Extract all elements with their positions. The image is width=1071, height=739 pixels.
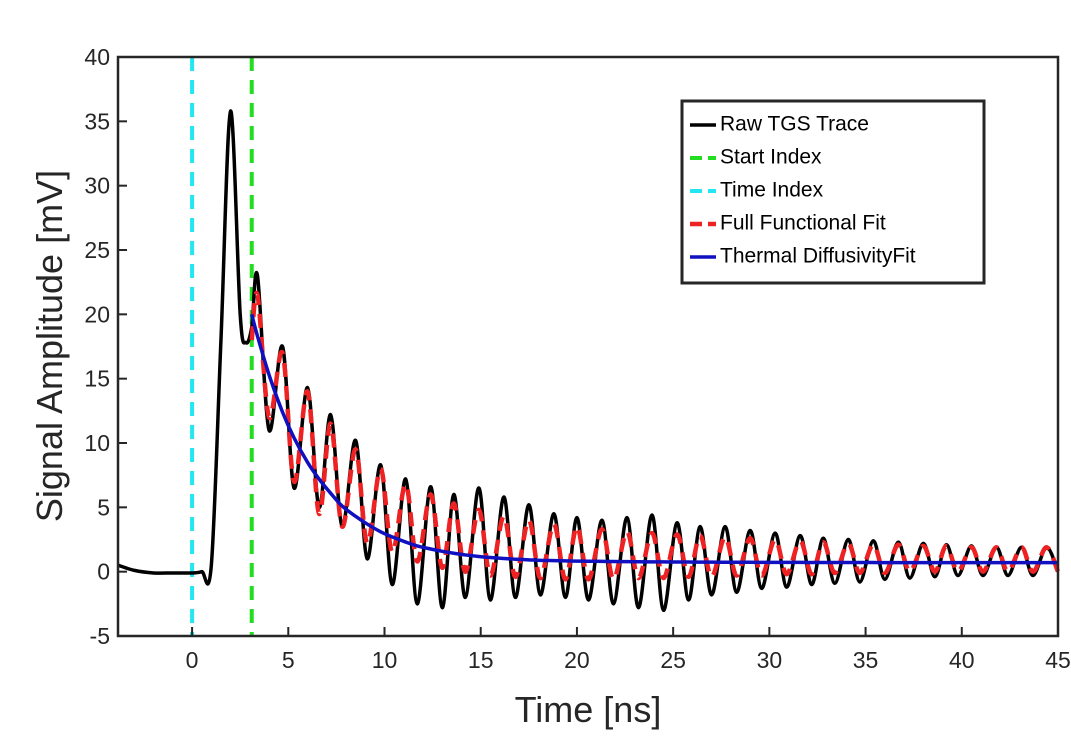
legend-box <box>680 99 986 285</box>
y-tick-label: 0 <box>97 559 110 585</box>
legend-label: Time Index <box>720 179 824 202</box>
y-axis-label: Signal Amplitude [mV] <box>29 170 70 522</box>
x-tick-label: 25 <box>660 647 686 673</box>
y-tick-label: 5 <box>97 494 110 520</box>
x-axis-label: Time [ns] <box>515 689 662 730</box>
series-line <box>250 313 1058 565</box>
y-tick-label: 10 <box>84 430 110 456</box>
x-tick-label: 15 <box>468 647 494 673</box>
x-tick-label: 45 <box>1045 647 1071 673</box>
x-tick-label: 35 <box>853 647 879 673</box>
x-tick-label: 10 <box>372 647 398 673</box>
y-tick-label: -5 <box>90 623 110 649</box>
legend-label: Start Index <box>720 146 822 169</box>
y-tick-label: 25 <box>84 237 110 263</box>
x-tick-label: 20 <box>564 647 590 673</box>
y-tick-label: 35 <box>84 108 110 134</box>
series-line <box>117 109 1060 613</box>
x-tick-label: 5 <box>282 647 295 673</box>
y-tick-label: 15 <box>84 366 110 392</box>
plot-area <box>117 57 1061 636</box>
legend: Raw TGS Trace Start Index Time Index Full F… <box>680 99 986 285</box>
y-tick-label: 20 <box>84 301 110 327</box>
y-tick-label: 40 <box>84 44 110 70</box>
x-tick-label: 0 <box>186 647 199 673</box>
axes-box <box>116 55 1060 638</box>
x-tick-label: 40 <box>949 647 975 673</box>
x-tick-label: 30 <box>757 647 783 673</box>
legend-label: Full Functional Fit <box>720 212 886 235</box>
legend-label: Raw TGS Trace <box>720 113 869 136</box>
y-tick-label: 30 <box>84 173 110 199</box>
series-line <box>249 290 1061 582</box>
legend-label: Thermal DiffusivityFit <box>720 245 916 268</box>
